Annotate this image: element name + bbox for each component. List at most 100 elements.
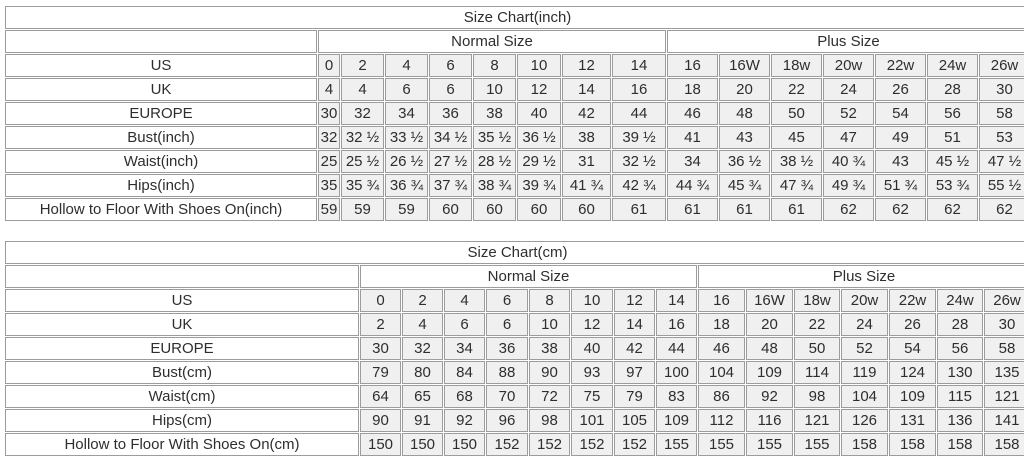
size-value-cell: 109: [889, 385, 936, 408]
row-label-cell: Hips(cm): [5, 409, 359, 432]
size-value-cell: 92: [746, 385, 793, 408]
size-value-cell: 2: [402, 289, 443, 312]
size-value-cell: 60: [473, 198, 516, 221]
table-title: Size Chart(inch): [5, 6, 1024, 29]
size-value-cell: 79: [614, 385, 655, 408]
size-value-cell: 10: [529, 313, 570, 336]
table-row: Hips(inch) 35 35 ¾ 36 ¾ 37 ¾ 38 ¾ 39 ¾ 41 ¾ 42 ¾…: [5, 174, 1024, 197]
size-value-cell: 40: [571, 337, 613, 360]
size-value-cell: 33 ½: [385, 126, 428, 149]
size-value-cell: 2: [360, 313, 401, 336]
size-value-cell: 56: [927, 102, 978, 125]
size-value-cell: 60: [429, 198, 472, 221]
size-value-cell: 38: [529, 337, 570, 360]
size-value-cell: 58: [984, 337, 1024, 360]
size-value-cell: 50: [794, 337, 840, 360]
table-row: US 0 2 4 6 8 10 12 14 16 16W 18w 20w 22w 24w 26w: [5, 289, 1024, 312]
table-row: EUROPE 30 32 34 36 38 40 42 44 46 48 50 52 54 56 58: [5, 337, 1024, 360]
size-value-cell: 34: [444, 337, 485, 360]
size-value-cell: 141: [984, 409, 1024, 432]
size-value-cell: 36 ¾: [385, 174, 428, 197]
size-value-cell: 24w: [937, 289, 983, 312]
size-value-cell: 105: [614, 409, 655, 432]
size-value-cell: 119: [841, 361, 888, 384]
row-label-cell: US: [5, 54, 317, 77]
size-value-cell: 158: [841, 433, 888, 456]
size-value-cell: 31: [562, 150, 611, 173]
size-value-cell: 121: [984, 385, 1024, 408]
size-value-cell: 28 ½: [473, 150, 516, 173]
size-value-cell: 26: [889, 313, 936, 336]
size-value-cell: 18w: [771, 54, 822, 77]
size-value-cell: 70: [486, 385, 528, 408]
size-group-row: Normal Size Plus Size: [5, 30, 1024, 53]
size-value-cell: 24: [823, 78, 874, 101]
size-value-cell: 152: [486, 433, 528, 456]
size-value-cell: 53: [979, 126, 1024, 149]
size-value-cell: 34: [385, 102, 428, 125]
size-value-cell: 45 ¾: [719, 174, 770, 197]
plus-size-group-header: Plus Size: [667, 30, 1024, 53]
size-value-cell: 80: [402, 361, 443, 384]
size-value-cell: 22: [794, 313, 840, 336]
size-value-cell: 116: [746, 409, 793, 432]
size-value-cell: 109: [656, 409, 697, 432]
size-value-cell: 96: [486, 409, 528, 432]
size-value-cell: 155: [656, 433, 697, 456]
size-value-cell: 155: [746, 433, 793, 456]
size-value-cell: 53 ¾: [927, 174, 978, 197]
size-value-cell: 52: [841, 337, 888, 360]
size-value-cell: 109: [746, 361, 793, 384]
row-label-cell: EUROPE: [5, 102, 317, 125]
size-value-cell: 39 ¾: [517, 174, 561, 197]
size-value-cell: 104: [841, 385, 888, 408]
size-value-cell: 130: [937, 361, 983, 384]
size-value-cell: 62: [927, 198, 978, 221]
size-value-cell: 88: [486, 361, 528, 384]
size-chart-inch-table: Size Chart(inch) Normal Size Plus Size U…: [4, 5, 1024, 222]
size-value-cell: 36: [429, 102, 472, 125]
size-value-cell: 49: [875, 126, 926, 149]
size-value-cell: 54: [875, 102, 926, 125]
size-value-cell: 10: [571, 289, 613, 312]
size-value-cell: 158: [889, 433, 936, 456]
normal-size-group-header: Normal Size: [360, 265, 697, 288]
size-value-cell: 30: [984, 313, 1024, 336]
size-value-cell: 59: [318, 198, 340, 221]
size-value-cell: 56: [937, 337, 983, 360]
size-value-cell: 16: [656, 313, 697, 336]
size-value-cell: 6: [444, 313, 485, 336]
size-group-row: Normal Size Plus Size: [5, 265, 1024, 288]
size-value-cell: 38 ¾: [473, 174, 516, 197]
size-value-cell: 65: [402, 385, 443, 408]
size-value-cell: 12: [571, 313, 613, 336]
size-value-cell: 150: [360, 433, 401, 456]
size-value-cell: 39 ½: [612, 126, 666, 149]
table-row: Hollow to Floor With Shoes On(inch) 59 59 5…: [5, 198, 1024, 221]
size-value-cell: 98: [529, 409, 570, 432]
size-value-cell: 27 ½: [429, 150, 472, 173]
size-value-cell: 100: [656, 361, 697, 384]
size-value-cell: 48: [719, 102, 770, 125]
size-value-cell: 104: [698, 361, 745, 384]
size-value-cell: 155: [794, 433, 840, 456]
normal-size-group-header: Normal Size: [318, 30, 666, 53]
size-value-cell: 36 ½: [719, 150, 770, 173]
size-value-cell: 30: [318, 102, 340, 125]
size-value-cell: 26: [875, 78, 926, 101]
table-row: Waist(cm) 64 65 68 70 72 75 79 83 86 92 98 104 109 115…: [5, 385, 1024, 408]
size-value-cell: 40 ¾: [823, 150, 874, 173]
table-row: Bust(cm) 79 80 84 88 90 93 97 100 104 109 114 119 124…: [5, 361, 1024, 384]
size-value-cell: 18: [667, 78, 718, 101]
size-value-cell: 158: [984, 433, 1024, 456]
row-label-cell: Hollow to Floor With Shoes On(inch): [5, 198, 317, 221]
size-value-cell: 93: [571, 361, 613, 384]
size-value-cell: 29 ½: [517, 150, 561, 173]
size-value-cell: 152: [614, 433, 655, 456]
size-value-cell: 14: [656, 289, 697, 312]
size-value-cell: 59: [341, 198, 384, 221]
size-value-cell: 46: [667, 102, 718, 125]
size-value-cell: 6: [429, 78, 472, 101]
size-value-cell: 41: [667, 126, 718, 149]
size-value-cell: 54: [889, 337, 936, 360]
